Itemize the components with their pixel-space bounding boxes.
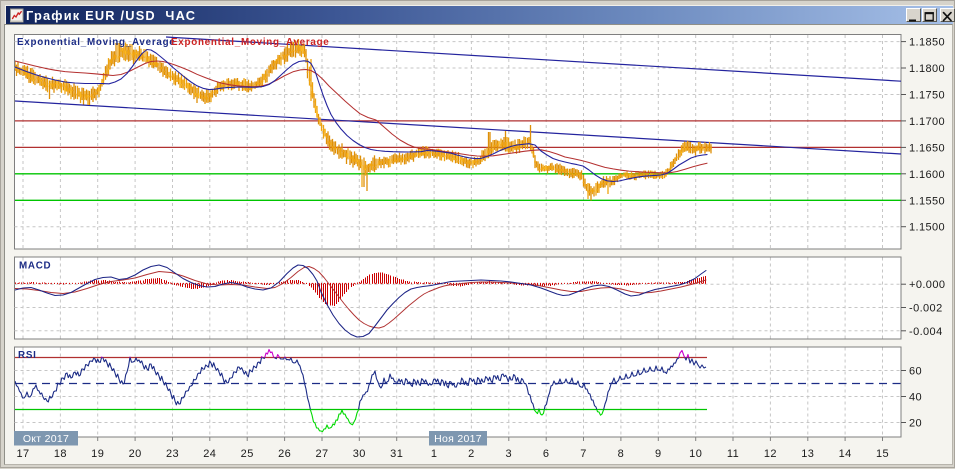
svg-text:-0.004: -0.004: [909, 326, 943, 338]
svg-text:8: 8: [618, 448, 625, 460]
svg-text:15: 15: [876, 448, 889, 460]
svg-text:19: 19: [91, 448, 104, 460]
svg-text:40: 40: [909, 392, 922, 404]
svg-text:1.1650: 1.1650: [909, 142, 945, 154]
svg-text:7: 7: [580, 448, 587, 460]
svg-text:23: 23: [166, 448, 179, 460]
svg-text:Exponential_Moving_Average: Exponential_Moving_Average: [171, 37, 330, 48]
svg-text:1.1850: 1.1850: [909, 37, 945, 49]
svg-text:RSI: RSI: [18, 350, 37, 361]
svg-text:1.1600: 1.1600: [909, 169, 945, 181]
svg-text:31: 31: [390, 448, 403, 460]
svg-text:3: 3: [506, 448, 513, 460]
svg-text:13: 13: [801, 448, 814, 460]
svg-text:9: 9: [655, 448, 662, 460]
svg-text:MACD: MACD: [19, 261, 51, 272]
svg-text:1.1500: 1.1500: [909, 222, 945, 234]
svg-text:1.1800: 1.1800: [909, 63, 945, 75]
svg-text:24: 24: [203, 448, 216, 460]
svg-text:18: 18: [54, 448, 67, 460]
svg-text:60: 60: [909, 366, 922, 378]
svg-text:26: 26: [278, 448, 291, 460]
svg-text:10: 10: [689, 448, 702, 460]
svg-text:27: 27: [315, 448, 328, 460]
svg-text:-0.002: -0.002: [909, 303, 943, 315]
svg-text:14: 14: [839, 448, 852, 460]
svg-text:Exponential_Moving_Average: Exponential_Moving_Average: [17, 37, 176, 48]
svg-text:Ноя 2017: Ноя 2017: [434, 433, 482, 445]
svg-text:6: 6: [543, 448, 550, 460]
svg-text:20: 20: [129, 448, 142, 460]
svg-text:Окт 2017: Окт 2017: [23, 433, 69, 445]
svg-text:1.1750: 1.1750: [909, 90, 945, 102]
svg-text:1.1700: 1.1700: [909, 116, 945, 128]
svg-text:1.1550: 1.1550: [909, 195, 945, 207]
svg-text:2: 2: [468, 448, 475, 460]
svg-text:+0.000: +0.000: [909, 279, 945, 291]
svg-text:30: 30: [353, 448, 366, 460]
svg-text:11: 11: [727, 448, 739, 460]
svg-text:1: 1: [431, 448, 438, 460]
svg-text:20: 20: [909, 418, 922, 430]
svg-text:25: 25: [241, 448, 254, 460]
svg-text:17: 17: [16, 448, 29, 460]
svg-text:12: 12: [764, 448, 777, 460]
